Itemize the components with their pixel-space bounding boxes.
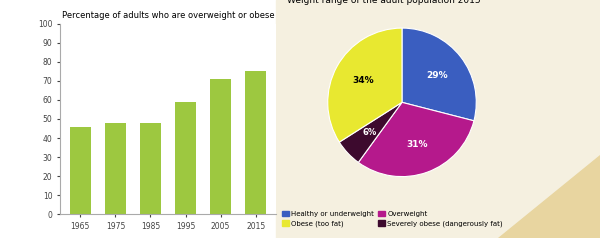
- Bar: [210, 79, 231, 214]
- Wedge shape: [328, 28, 402, 142]
- Text: 6%: 6%: [362, 128, 377, 137]
- Bar: [140, 123, 161, 214]
- Bar: [70, 127, 91, 214]
- Text: Weight range of the adult population 2015: Weight range of the adult population 201…: [287, 0, 481, 5]
- Text: 29%: 29%: [427, 70, 448, 79]
- Wedge shape: [358, 102, 474, 177]
- Legend: Healthy or underweight, Obese (too fat), Overweight, Severely obese (dangerously: Healthy or underweight, Obese (too fat),…: [280, 208, 506, 230]
- Bar: [175, 102, 196, 214]
- Wedge shape: [402, 28, 476, 121]
- Text: 31%: 31%: [406, 140, 428, 149]
- Text: 34%: 34%: [352, 76, 374, 85]
- Bar: [245, 71, 266, 214]
- Wedge shape: [340, 102, 402, 162]
- Title: Percentage of adults who are overweight or obese: Percentage of adults who are overweight …: [62, 11, 274, 20]
- Bar: [105, 123, 126, 214]
